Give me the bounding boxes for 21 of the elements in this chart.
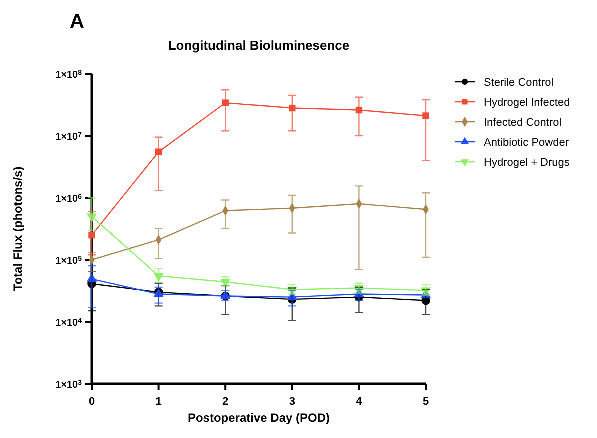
legend-label: Infected Control bbox=[484, 117, 562, 129]
y-tick-label: 1×10$^{8}$ bbox=[56, 70, 82, 81]
legend-label: Antibiotic Powder bbox=[484, 137, 570, 149]
legend-label: Hydrogel + Drugs bbox=[484, 157, 570, 169]
x-axis-title: Postoperative Day (POD) bbox=[188, 411, 330, 425]
y-axis-title: Total Flux (photons/s) bbox=[11, 166, 25, 292]
x-tick-label: 5 bbox=[422, 396, 430, 408]
text: A bbox=[70, 11, 84, 33]
y-tick-label: 1×10$^{4}$ bbox=[56, 318, 82, 329]
y-tick-label: 1×10$^{5}$ bbox=[56, 256, 82, 267]
y-tick-label: 1×10$^{6}$ bbox=[56, 194, 82, 205]
x-tick-label: 2 bbox=[222, 396, 229, 408]
y-tick-label: 1×10$^{7}$ bbox=[56, 132, 82, 143]
x-tick-label: 1 bbox=[156, 396, 162, 408]
y-tick-label: 1×10$^{3}$ bbox=[56, 380, 82, 391]
x-tick-label: 0 bbox=[88, 396, 96, 408]
legend-label: Sterile Control bbox=[484, 77, 554, 89]
chart-title: Longitudinal Bioluminesence bbox=[168, 38, 350, 53]
legend-label: Hydrogel Infected bbox=[484, 97, 570, 109]
x-tick-label: 4 bbox=[356, 396, 364, 408]
x-tick-label: 3 bbox=[289, 396, 296, 408]
